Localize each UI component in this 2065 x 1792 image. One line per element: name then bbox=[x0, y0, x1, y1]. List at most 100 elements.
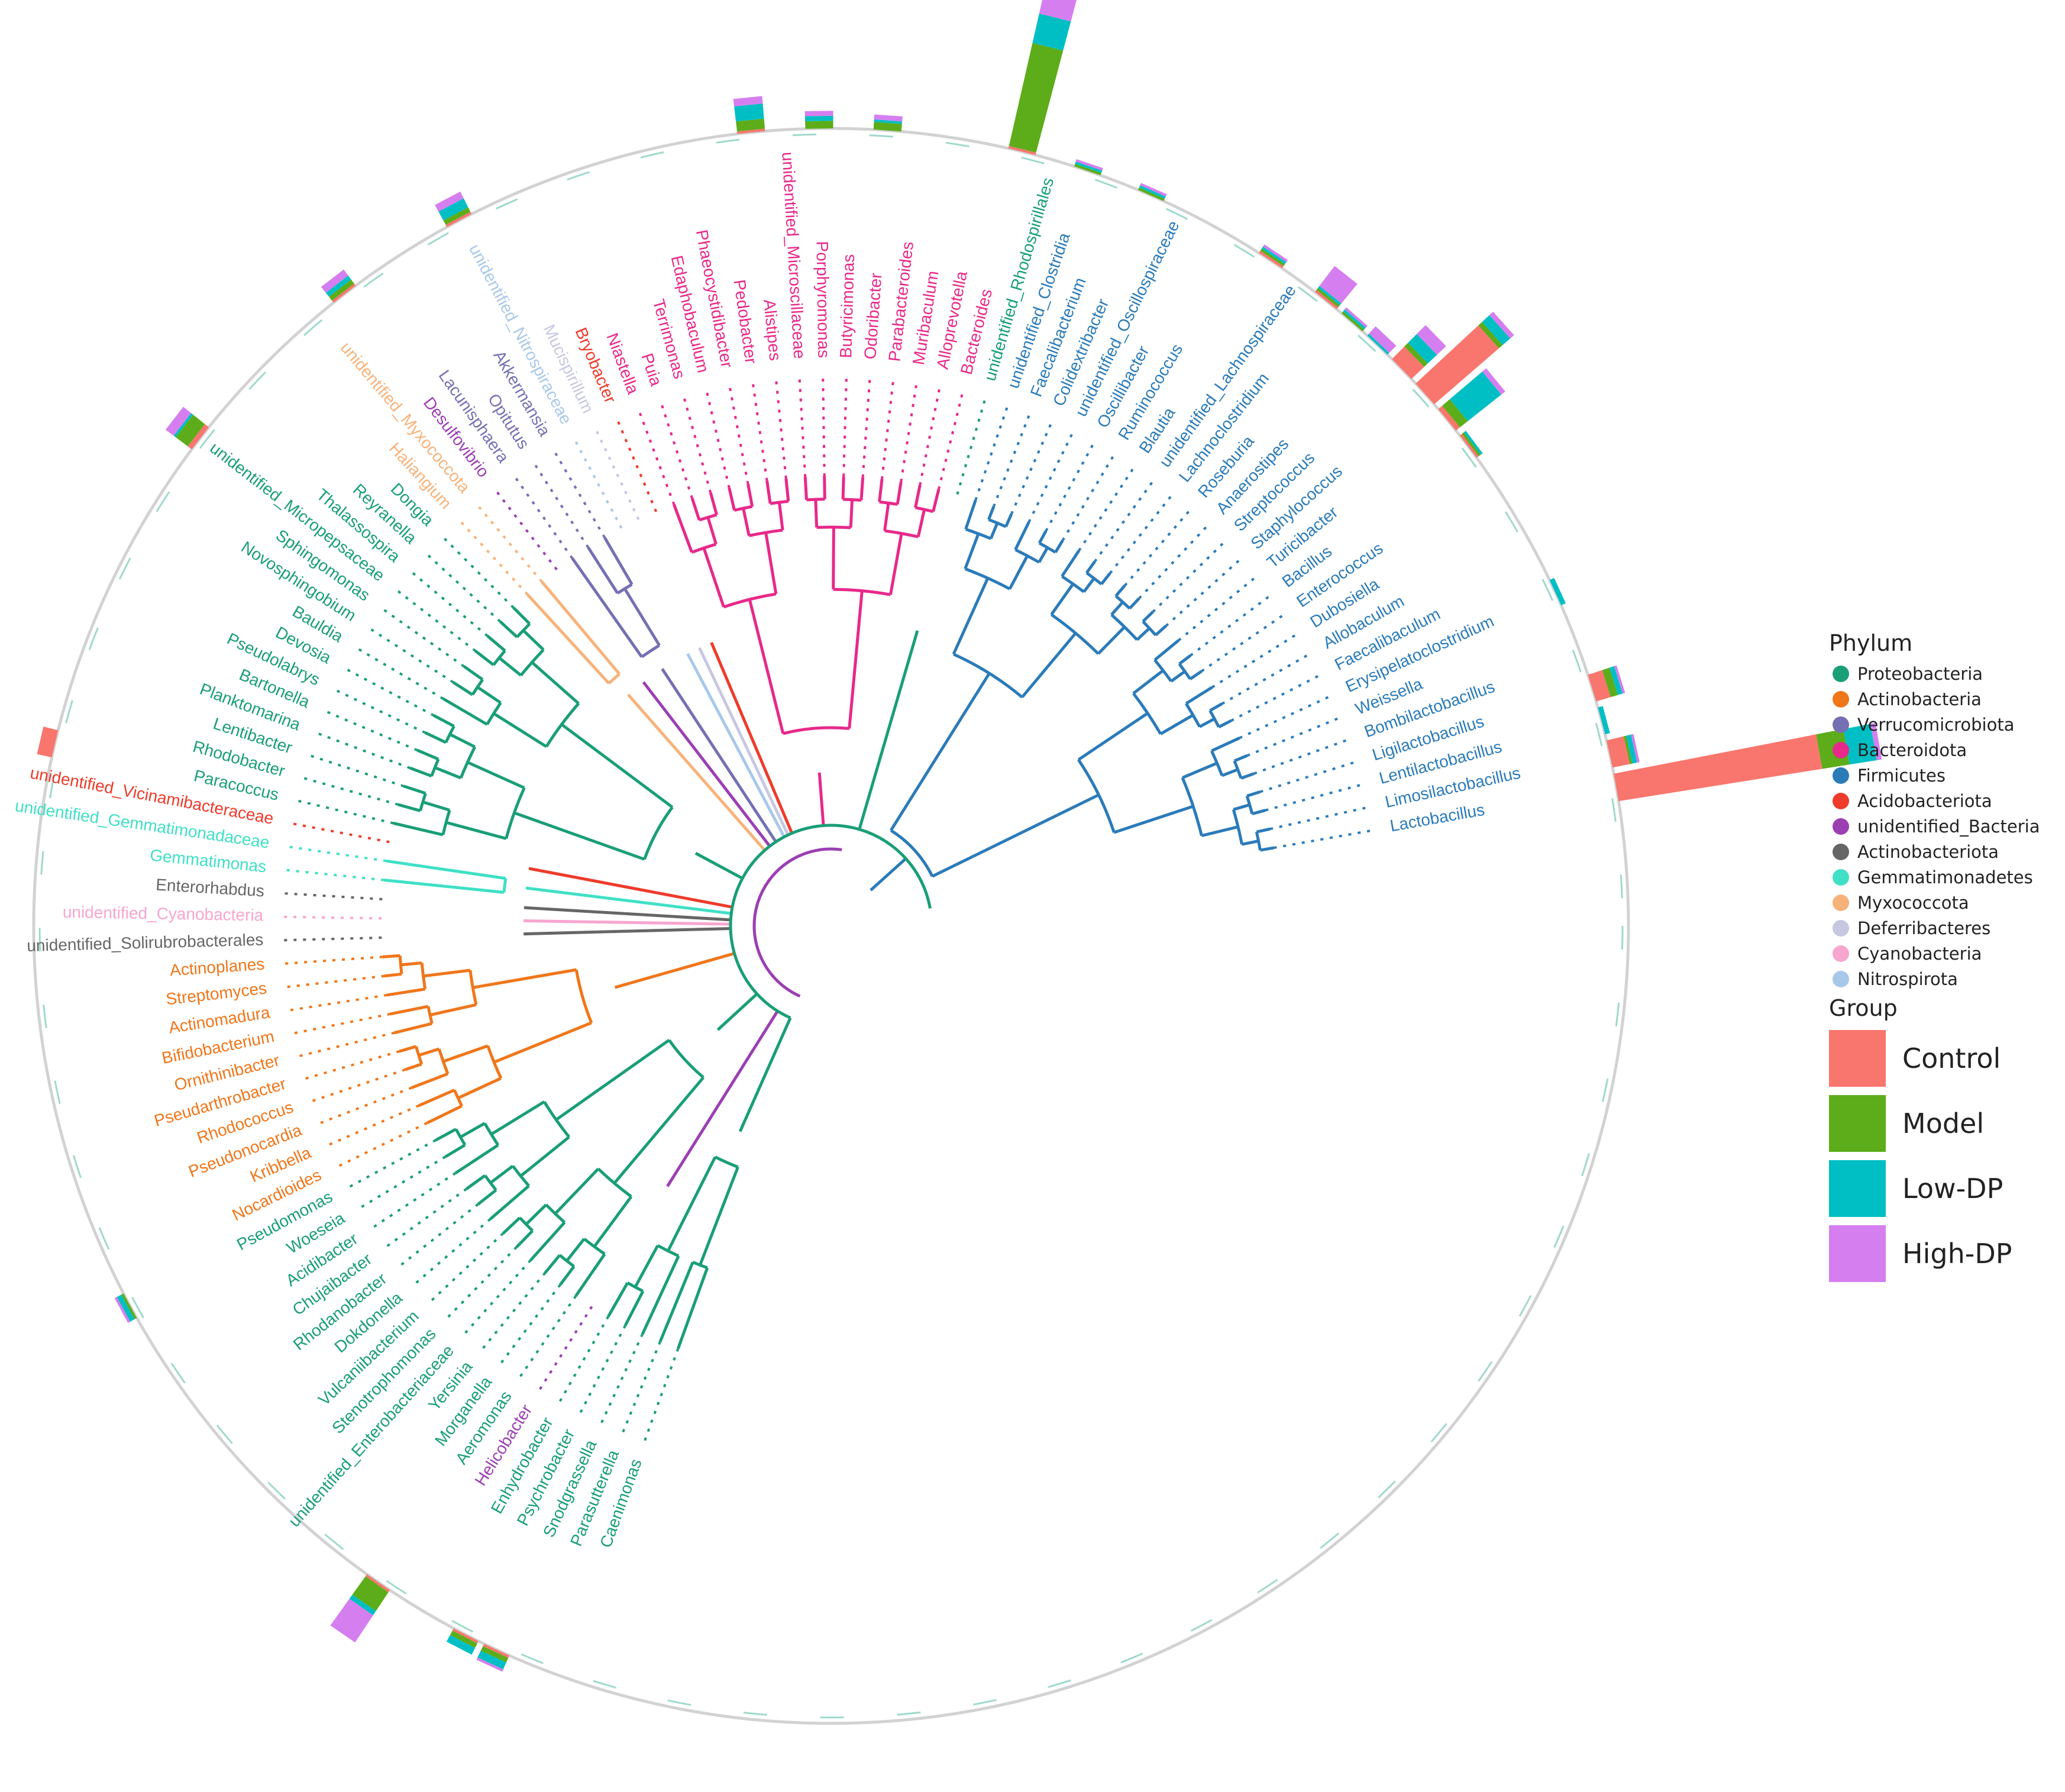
branch-arc bbox=[806, 498, 825, 502]
branch bbox=[1233, 754, 1248, 763]
tip-connector bbox=[281, 936, 382, 942]
tip-connector bbox=[347, 1139, 437, 1189]
branch-arc bbox=[641, 644, 661, 658]
branch bbox=[1100, 572, 1111, 585]
ring-segment-control bbox=[37, 727, 59, 758]
tip-connector bbox=[578, 1325, 626, 1416]
taxon-label-odoribacter: Odoribacter bbox=[861, 272, 885, 360]
branch bbox=[1114, 585, 1126, 597]
branch bbox=[1110, 601, 1124, 616]
branch bbox=[409, 766, 432, 778]
branch bbox=[460, 1122, 486, 1139]
ring-segment-low-dp bbox=[1549, 577, 1566, 606]
branch bbox=[499, 620, 518, 638]
phylum-legend-item: Deferribacteres bbox=[1829, 915, 2060, 941]
tip-connector bbox=[1178, 576, 1257, 642]
tip-connector bbox=[919, 386, 941, 486]
branch bbox=[452, 681, 474, 696]
ring-segment-low-dp bbox=[1463, 431, 1483, 455]
tip-connector bbox=[494, 489, 558, 571]
branch-arc bbox=[733, 505, 753, 512]
ring-segment-low-dp bbox=[1408, 334, 1437, 364]
branch bbox=[1189, 670, 1203, 680]
ring-segment-low-dp bbox=[1367, 334, 1389, 355]
ring-segment-low-dp bbox=[804, 115, 833, 121]
branch bbox=[699, 1166, 739, 1266]
ring-bar-streptococcus bbox=[1392, 325, 1446, 379]
branch bbox=[411, 1072, 448, 1089]
branch bbox=[1252, 809, 1266, 815]
tip-connector bbox=[705, 389, 731, 489]
branch-arc bbox=[545, 1203, 566, 1224]
branch bbox=[673, 504, 693, 553]
branch bbox=[1170, 670, 1186, 683]
phylum-label: Actinobacteriota bbox=[1857, 841, 1999, 862]
legend: Phylum Proteobacteria Actinobacteria Verru… bbox=[1829, 630, 2060, 1286]
branch bbox=[429, 1003, 477, 1017]
tip-connector bbox=[822, 376, 826, 477]
tip-connector bbox=[900, 382, 918, 482]
tip-connector bbox=[336, 1122, 428, 1168]
branch bbox=[434, 766, 462, 780]
abundance-ring bbox=[32, 0, 1882, 1725]
group-label: Control bbox=[1902, 1042, 2001, 1074]
branch bbox=[1182, 761, 1218, 779]
phylum-color-dot bbox=[1833, 792, 1849, 809]
ring-segment-control bbox=[1259, 250, 1284, 269]
branch bbox=[399, 1045, 417, 1053]
ring-segment-model bbox=[329, 279, 354, 301]
branch bbox=[449, 732, 476, 748]
branch bbox=[433, 714, 455, 728]
tip-connector bbox=[573, 438, 623, 529]
tip-connector bbox=[992, 412, 1032, 508]
branch bbox=[952, 577, 990, 655]
branch bbox=[1242, 840, 1259, 846]
backbone-arc bbox=[752, 847, 842, 998]
group-label: Model bbox=[1902, 1108, 1985, 1139]
ring-segment-high-dp bbox=[1482, 368, 1505, 395]
branch bbox=[914, 485, 922, 508]
ring-segment-model bbox=[450, 1630, 477, 1648]
branch bbox=[748, 599, 785, 734]
phylum-legend-item: Bacteroidota bbox=[1829, 737, 2060, 763]
tip-connector bbox=[1138, 524, 1209, 599]
tip-connector bbox=[1124, 508, 1192, 586]
tip-connector bbox=[290, 822, 390, 844]
branch bbox=[541, 580, 621, 675]
branch bbox=[555, 1039, 670, 1121]
tip-connector bbox=[1221, 653, 1310, 705]
phylum-legend-item: Gemmatimonadetes bbox=[1829, 864, 2060, 890]
tip-connector bbox=[296, 1031, 395, 1058]
phylum-color-dot bbox=[1833, 919, 1849, 937]
ring-segment-low-dp bbox=[1075, 162, 1103, 173]
ring-bar-paracoccus bbox=[37, 727, 59, 758]
branch bbox=[889, 533, 903, 595]
phylum-color-dot bbox=[1833, 716, 1849, 733]
ring-bar-snodgrassella bbox=[476, 1644, 510, 1672]
ring-segment-control bbox=[1607, 736, 1630, 768]
branch-arc bbox=[471, 679, 484, 696]
phylum-color-dot bbox=[1833, 894, 1849, 911]
tip-connector bbox=[381, 607, 465, 668]
tip-connector bbox=[282, 892, 383, 900]
ring-segment-high-dp bbox=[435, 191, 464, 212]
branch bbox=[964, 533, 980, 570]
taxon-label-enterorhabdus: Enterorhabdus bbox=[156, 876, 265, 900]
branch bbox=[418, 1047, 440, 1057]
branch bbox=[526, 593, 610, 684]
tip-connector bbox=[462, 1259, 532, 1336]
ring-segment-high-dp bbox=[733, 96, 763, 106]
branch bbox=[1004, 513, 1013, 528]
branch bbox=[803, 477, 808, 501]
branch-arc bbox=[964, 567, 1011, 590]
ring-segment-model bbox=[443, 207, 471, 225]
ring-segment-control bbox=[1392, 346, 1424, 379]
branch bbox=[1054, 540, 1064, 553]
branch bbox=[398, 803, 421, 812]
phylum-label: Actinobacteria bbox=[1857, 689, 1982, 709]
ring-segment-model bbox=[480, 1646, 509, 1663]
branch-arc bbox=[1185, 702, 1201, 728]
ring-segment-high-dp bbox=[1489, 311, 1514, 339]
tip-connector bbox=[356, 647, 444, 700]
branch-arc bbox=[468, 970, 478, 1005]
